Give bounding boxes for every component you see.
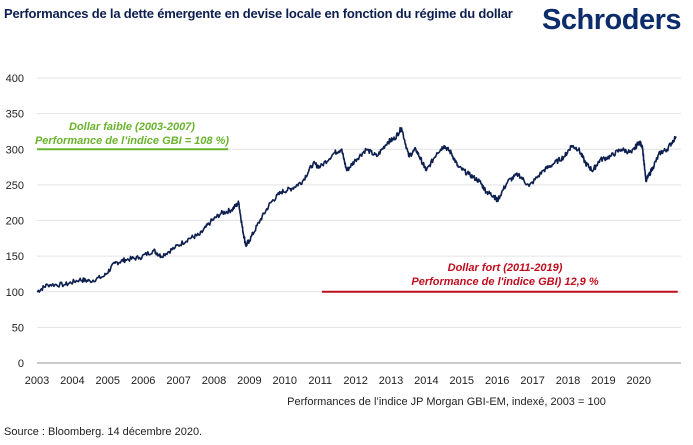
x-tick-label: 2007	[166, 375, 190, 387]
dollar-fort-label-2: Performance de l'indice GBI) 12,9 %	[411, 276, 598, 288]
y-tick-label: 250	[6, 180, 24, 192]
x-tick-label: 2009	[237, 375, 261, 387]
y-tick-label: 150	[6, 251, 24, 263]
x-tick-label: 2016	[485, 375, 509, 387]
x-tick-label: 2004	[60, 375, 84, 387]
x-tick-label: 2010	[273, 375, 297, 387]
y-tick-label: 400	[6, 73, 24, 85]
x-tick-label: 2015	[450, 375, 474, 387]
x-tick-label: 2008	[202, 375, 226, 387]
dollar-faible-label-2: Performance de l’indice GBI = 108 %)	[35, 135, 229, 147]
y-tick-label: 350	[6, 109, 24, 121]
x-tick-label: 2005	[96, 375, 120, 387]
gbi-em-index-line	[36, 126, 677, 293]
x-tick-label: 2018	[556, 375, 580, 387]
y-tick-label: 50	[12, 322, 24, 334]
dollar-fort-label-1: Dollar fort (2011-2019)	[448, 262, 563, 274]
x-tick-label: 2011	[308, 375, 332, 387]
source-note: Source : Bloomberg. 14 décembre 2020.	[4, 426, 203, 438]
y-tick-label: 200	[6, 216, 24, 228]
x-tick-label: 2019	[591, 375, 615, 387]
x-tick-label: 2013	[379, 375, 403, 387]
chart-title: Performances de la dette émergente en de…	[4, 6, 513, 21]
x-tick-label: 2003	[25, 375, 49, 387]
dollar-faible-label-1: Dollar faible (2003-2007)	[69, 121, 195, 133]
x-axis-label: Performances de l’indice JP Morgan GBI-E…	[287, 396, 606, 408]
y-tick-label: 300	[6, 144, 24, 156]
schroders-logo: Schroders	[542, 4, 681, 36]
y-tick-label: 0	[18, 358, 24, 370]
x-tick-label: 2014	[414, 375, 438, 387]
x-tick-label: 2017	[520, 375, 544, 387]
x-tick-label: 2020	[627, 375, 651, 387]
y-tick-label: 100	[6, 287, 24, 299]
x-tick-label: 2006	[131, 375, 155, 387]
x-tick-label: 2012	[343, 375, 367, 387]
